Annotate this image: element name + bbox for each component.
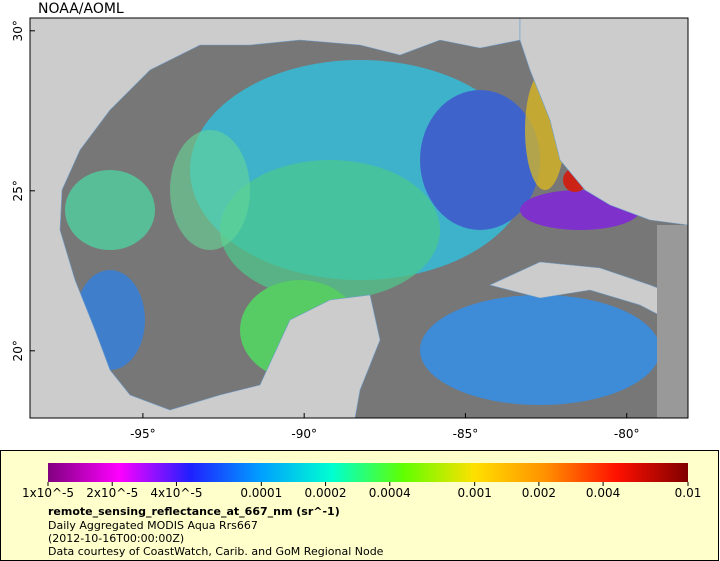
y-tick-label: 30°: [11, 20, 25, 41]
y-tick-label: 25°: [11, 180, 25, 201]
x-tick-label: -80°: [614, 427, 640, 441]
x-tick-label: -85°: [453, 427, 479, 441]
credit: NOAA/AOML: [38, 1, 124, 17]
colorbar-tick-label: 0.0004: [369, 486, 411, 500]
caption-title: remote_sensing_reflectance_at_667_nm (sr…: [48, 505, 340, 518]
land-cuba: [489, 261, 688, 331]
colorbar-tick-label: 2x10^-5: [86, 486, 138, 500]
colorbar: [48, 463, 688, 482]
y-tick-label: 20°: [11, 340, 25, 361]
land-mexico-us: [30, 18, 521, 418]
caption-line: Data courtesy of CoastWatch, Carib. and …: [48, 545, 384, 558]
colorbar-tick-label: 0.002: [522, 486, 556, 500]
caption-line: Daily Aggregated MODIS Aqua Rrs667: [48, 519, 258, 532]
map-frame: [29, 17, 689, 419]
colorbar-tick-label: 0.004: [586, 486, 620, 500]
colorbar-tick-label: 0.0002: [305, 486, 347, 500]
land-florida: [519, 18, 688, 226]
colorbar-tick-label: 1x10^-5: [22, 486, 74, 500]
colorbar-tick-label: 0.01: [675, 486, 702, 500]
colorbar-tick-label: 4x10^-5: [150, 486, 202, 500]
x-tick-label: -95°: [130, 427, 156, 441]
map: [30, 18, 688, 418]
colorbar-tick-label: 0.001: [457, 486, 491, 500]
colorbar-tick-label: 0.0001: [240, 486, 282, 500]
x-tick-label: -90°: [291, 427, 317, 441]
no-data: [657, 225, 688, 418]
caption-line: (2012-10-16T00:00:00Z): [48, 532, 184, 545]
